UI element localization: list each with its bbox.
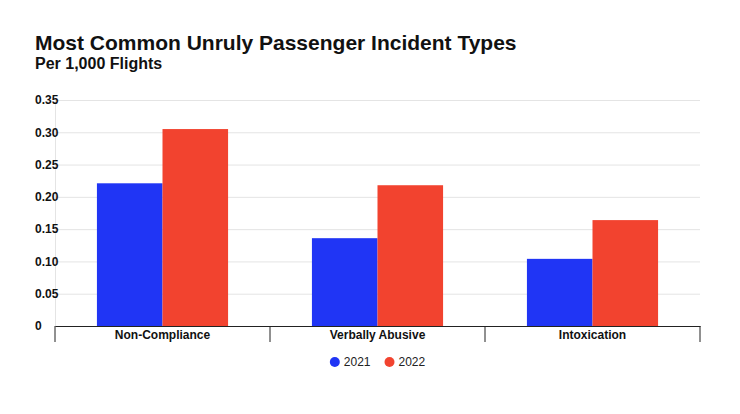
y-tick-label: 0.05	[35, 287, 59, 301]
bar	[312, 238, 378, 326]
y-tick: 0.25	[35, 158, 700, 172]
y-tick-label: 0	[35, 319, 42, 333]
category-divider	[485, 326, 486, 342]
y-tick-label: 0.30	[35, 126, 59, 140]
bars	[97, 129, 658, 326]
bar	[97, 183, 163, 326]
x-axis: Non-Compliance Verbally Abusive Intoxicati…	[56, 326, 701, 342]
y-tick-label: 0.15	[35, 222, 59, 236]
y-tick-label: 0.35	[35, 93, 59, 107]
legend-label: 2021	[344, 355, 371, 369]
y-tick-label: 0.10	[35, 255, 59, 269]
title: Most Common Unruly Passenger Incident Ty…	[35, 31, 517, 54]
category-divider	[700, 326, 701, 342]
y-tick-label: 0.25	[35, 158, 59, 172]
x-tick-label: Verbally Abusive	[330, 328, 426, 342]
x-tick: Verbally Abusive	[330, 326, 426, 342]
y-axis-line	[56, 101, 701, 327]
y-axis: 0 0.05 0.10 0.15 0.20 0.25 0.30 0.35	[35, 93, 700, 333]
legend-label: 2022	[399, 355, 426, 369]
legend-marker	[330, 357, 340, 367]
y-tick: 0.35	[35, 93, 700, 107]
category-divider	[270, 326, 271, 342]
bar	[378, 185, 444, 326]
category-divider	[55, 326, 56, 342]
grid-line	[55, 165, 700, 166]
bar	[527, 259, 593, 326]
y-tick-label: 0.20	[35, 190, 59, 204]
grid-line	[55, 132, 700, 133]
y-tick: 0.30	[35, 126, 700, 140]
x-tick-label: Intoxication	[559, 328, 626, 342]
bar	[163, 129, 229, 326]
x-tick: Non-Compliance	[115, 326, 211, 342]
x-tick: Intoxication	[559, 326, 626, 342]
grid-line	[55, 100, 700, 101]
bar	[593, 220, 659, 326]
x-tick-label: Non-Compliance	[115, 328, 211, 342]
legend-marker	[385, 357, 395, 367]
subtitle: Per 1,000 Flights	[35, 55, 162, 72]
legend: 2021 2022	[330, 355, 426, 369]
chart: Most Common Unruly Passenger Incident Ty…	[0, 0, 740, 414]
